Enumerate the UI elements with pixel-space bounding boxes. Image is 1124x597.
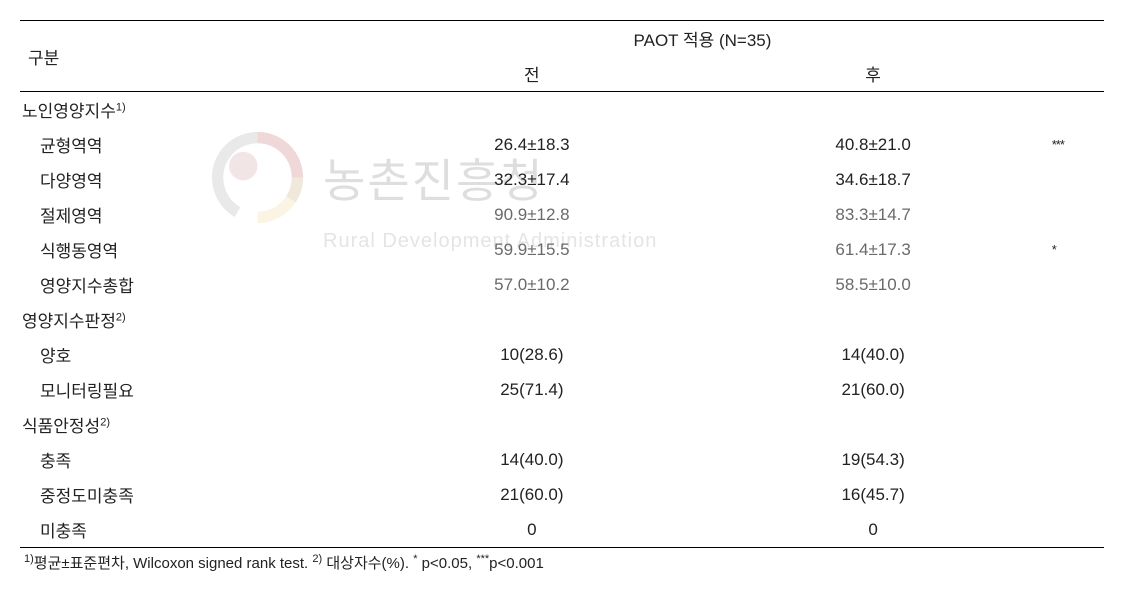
data-table: 구분 PAOT 적용 (N=35) 전 후 노인영양지수1)균형역역26.4±1…: [20, 20, 1104, 548]
table-row: 다양영역32.3±17.434.6±18.7: [20, 162, 1104, 197]
row-value-after: 83.3±14.7: [703, 197, 1044, 232]
section-label: 식품안정성2): [20, 407, 1104, 442]
row-value-after: 61.4±17.3: [703, 232, 1044, 267]
table-row: 균형역역26.4±18.340.8±21.0***: [20, 127, 1104, 162]
row-value-after: 14(40.0): [703, 337, 1044, 372]
row-value-before: 32.3±17.4: [361, 162, 702, 197]
footnote-sup1: 1): [24, 553, 34, 565]
row-label: 절제영역: [20, 197, 361, 232]
header-after: 후: [703, 56, 1044, 92]
header-before: 전: [361, 56, 702, 92]
header-group: PAOT 적용 (N=35): [361, 21, 1044, 57]
row-value-before: 10(28.6): [361, 337, 702, 372]
header-sig-blank: [1044, 21, 1104, 92]
row-value-after: 40.8±21.0: [703, 127, 1044, 162]
row-label: 균형역역: [20, 127, 361, 162]
footnote-text1: 평균±표준편차, Wilcoxon signed rank test.: [34, 555, 313, 572]
row-value-after: 19(54.3): [703, 442, 1044, 477]
row-label: 식행동영역: [20, 232, 361, 267]
table-row: 충족14(40.0)19(54.3): [20, 442, 1104, 477]
table-body: 노인영양지수1)균형역역26.4±18.340.8±21.0***다양영역32.…: [20, 92, 1104, 548]
footnote-sup4: ***: [476, 553, 489, 565]
row-value-before: 25(71.4): [361, 372, 702, 407]
row-significance: [1044, 477, 1104, 512]
row-significance: [1044, 512, 1104, 548]
row-value-after: 21(60.0): [703, 372, 1044, 407]
footnote-text3: p<0.05,: [418, 555, 477, 572]
row-label: 모니터링필요: [20, 372, 361, 407]
row-value-before: 90.9±12.8: [361, 197, 702, 232]
footnote-text2: 대상자수(%).: [322, 555, 413, 572]
table-container: 구분 PAOT 적용 (N=35) 전 후 노인영양지수1)균형역역26.4±1…: [20, 20, 1104, 577]
row-value-after: 16(45.7): [703, 477, 1044, 512]
row-significance: [1044, 267, 1104, 302]
section-label: 영양지수판정2): [20, 302, 1104, 337]
header-category: 구분: [20, 21, 361, 92]
row-label: 중정도미충족: [20, 477, 361, 512]
row-value-after: 58.5±10.0: [703, 267, 1044, 302]
row-label: 미충족: [20, 512, 361, 548]
row-value-after: 0: [703, 512, 1044, 548]
table-row: 영양지수총합57.0±10.258.5±10.0: [20, 267, 1104, 302]
row-significance: [1044, 197, 1104, 232]
table-row: 식행동영역59.9±15.561.4±17.3*: [20, 232, 1104, 267]
row-label: 다양영역: [20, 162, 361, 197]
table-row: 모니터링필요25(71.4)21(60.0): [20, 372, 1104, 407]
row-label: 양호: [20, 337, 361, 372]
row-significance: [1044, 337, 1104, 372]
section-label: 노인영양지수1): [20, 92, 1104, 128]
section-label-sup: 2): [100, 416, 110, 428]
row-significance: ***: [1044, 127, 1104, 162]
footnote: 1)평균±표준편차, Wilcoxon signed rank test. 2)…: [20, 548, 1104, 577]
row-significance: *: [1044, 232, 1104, 267]
row-significance: [1044, 372, 1104, 407]
section-header-row: 영양지수판정2): [20, 302, 1104, 337]
table-row: 양호10(28.6)14(40.0): [20, 337, 1104, 372]
row-value-before: 26.4±18.3: [361, 127, 702, 162]
section-label-text: 식품안정성: [22, 417, 100, 436]
header-row-1: 구분 PAOT 적용 (N=35): [20, 21, 1104, 57]
row-value-before: 14(40.0): [361, 442, 702, 477]
section-label-text: 영양지수판정: [22, 312, 116, 331]
section-label-sup: 1): [116, 101, 126, 113]
footnote-sup2: 2): [312, 553, 322, 565]
section-header-row: 식품안정성2): [20, 407, 1104, 442]
row-value-before: 21(60.0): [361, 477, 702, 512]
row-value-before: 57.0±10.2: [361, 267, 702, 302]
row-value-before: 0: [361, 512, 702, 548]
table-row: 미충족00: [20, 512, 1104, 548]
row-value-before: 59.9±15.5: [361, 232, 702, 267]
row-label: 충족: [20, 442, 361, 477]
row-value-after: 34.6±18.7: [703, 162, 1044, 197]
section-label-text: 노인영양지수: [22, 102, 116, 121]
row-significance: [1044, 162, 1104, 197]
footnote-text4: p<0.001: [489, 555, 544, 572]
table-row: 절제영역90.9±12.883.3±14.7: [20, 197, 1104, 232]
section-header-row: 노인영양지수1): [20, 92, 1104, 128]
section-label-sup: 2): [116, 311, 126, 323]
table-row: 중정도미충족21(60.0)16(45.7): [20, 477, 1104, 512]
row-label: 영양지수총합: [20, 267, 361, 302]
row-significance: [1044, 442, 1104, 477]
